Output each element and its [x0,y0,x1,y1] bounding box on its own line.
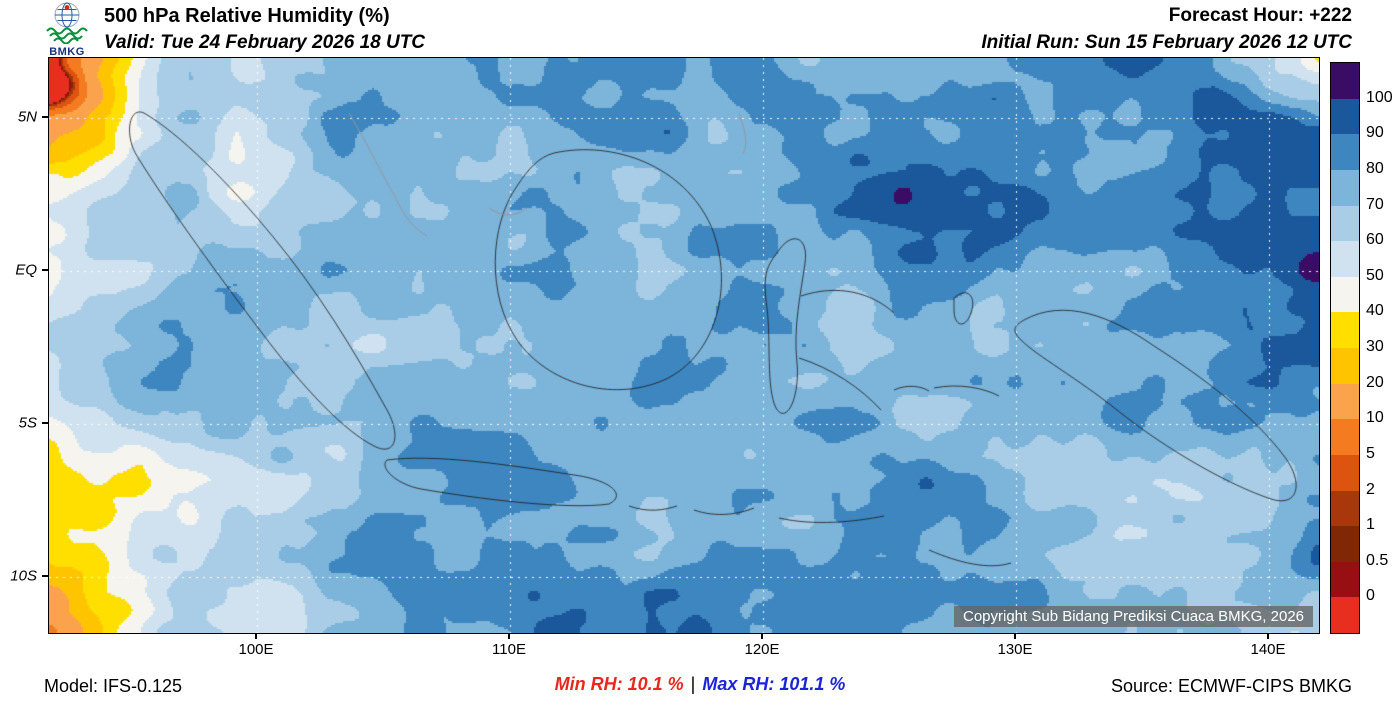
x-axis: 100E 110E 120E 130E 140E [48,633,1318,661]
colorbar-segment [1331,63,1359,99]
colorbar-tick-label: 30 [1366,338,1384,355]
page-title: 500 hPa Relative Humidity (%) [104,5,390,27]
model-label: Model: IFS-0.125 [44,676,183,696]
y-axis-tick [42,422,48,424]
colorbar-segment [1331,348,1359,384]
colorbar-segment [1331,98,1359,135]
colorbar-labels: 100 90 80 70 60 50 40 30 20 10 5 2 1 0.5 0 [1366,62,1400,632]
x-axis-tick-label: 120E [744,641,780,658]
colorbar-segment [1331,383,1359,420]
min-rh-label: Min RH: 10.1 % [554,674,684,694]
colorbar-segment [1331,169,1359,206]
colorbar-segments [1330,62,1360,634]
y-axis-tick [42,116,48,118]
colorbar-tick-label: 0.5 [1366,551,1389,569]
bmkg-logo-icon [46,2,88,45]
y-axis-tick-label: 10S [10,567,37,585]
colorbar-segment [1331,276,1359,313]
colorbar-segment [1331,241,1359,277]
y-axis-tick [42,269,48,271]
colorbar-segment [1331,205,1359,242]
x-axis-tick [761,633,763,639]
colorbar-tick-label: 20 [1366,373,1384,391]
initial-run-label: Initial Run: Sun 15 February 2026 12 UTC [981,32,1352,53]
minmax-separator: | [690,674,696,694]
colorbar-tick-label: 100 [1366,88,1393,106]
colorbar-tick-label: 90 [1366,124,1384,142]
colorbar-tick-label: 50 [1366,266,1384,284]
colorbar-tick-label: 1 [1366,516,1375,534]
x-axis-tick [508,633,510,639]
x-axis-tick [1014,633,1016,639]
bmkg-logo: BMKG [38,2,96,58]
max-rh-label: Max RH: 101.1 % [702,674,846,694]
y-axis-tick-label: 5N [17,108,37,126]
colorbar-segment [1331,561,1359,598]
colorbar-tick-label: 60 [1366,231,1384,249]
colorbar-tick-label: 2 [1366,480,1375,498]
bmkg-logo-text: BMKG [49,46,85,58]
y-axis: 5N EQ 5S 10S [0,57,48,632]
y-axis-tick-label: EQ [15,261,37,279]
colorbar-tick-label: 0 [1366,587,1375,605]
colorbar-segment [1331,134,1359,170]
colorbar-segment [1331,490,1359,527]
x-axis-tick-label: 140E [1250,641,1286,658]
colorbar-segment [1331,312,1359,348]
x-axis-tick [255,633,257,639]
x-axis-tick [1267,633,1269,639]
rh-field-canvas [49,58,1319,633]
colorbar-tick-label: 40 [1366,302,1384,320]
rh-minmax-row: Min RH: 10.1 % | Max RH: 101.1 % [0,674,1400,695]
colorbar-tick-label: 10 [1366,409,1384,427]
y-axis-tick [42,575,48,577]
colorbar-tick-label: 5 [1366,444,1375,462]
colorbar-segment [1331,454,1359,491]
x-axis-tick-label: 110E [492,641,526,658]
x-axis-tick-label: 100E [238,641,274,658]
source-label: Source: ECMWF-CIPS BMKG [1110,676,1352,696]
valid-time-label: Valid: Tue 24 February 2026 18 UTC [104,32,426,53]
y-axis-tick-label: 5S [18,414,37,432]
copyright-label: Copyright Sub Bidang Prediksi Cuaca BMKG… [953,606,1313,627]
colorbar-tick-label: 80 [1366,159,1384,177]
forecast-hour-label: Forecast Hour: +222 [1168,5,1352,26]
map-area: Copyright Sub Bidang Prediksi Cuaca BMKG… [48,57,1320,634]
x-axis-tick-label: 130E [997,641,1033,658]
colorbar-tick-label: 70 [1366,195,1384,213]
colorbar-segment [1331,526,1359,562]
colorbar-segment [1331,419,1359,455]
colorbar-segment [1331,597,1359,633]
